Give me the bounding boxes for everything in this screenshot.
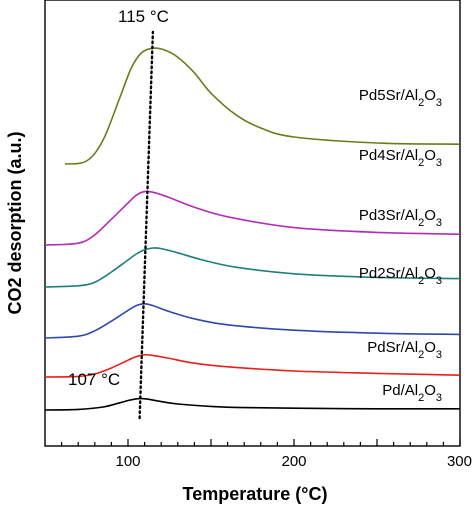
curves-group — [44, 47, 461, 411]
plot-frame — [44, 0, 461, 447]
x-tick-label: 100 — [115, 453, 140, 470]
annotation-107: 107 °C — [68, 370, 120, 389]
annotation-115: 115 °C — [118, 7, 169, 26]
curve-pd4sr-al2o3 — [44, 190, 461, 246]
curve-pd-al2o3 — [44, 397, 461, 411]
x-tick-label: 200 — [281, 453, 306, 470]
series-labels-group: Pd/Al2O3 PdSr/Al2O3 Pd2Sr/Al2O3 Pd3Sr/Al2O3… — [359, 87, 442, 404]
label-pd5sr-al2o3: Pd5Sr/Al2O3 — [359, 87, 442, 109]
curve-pd3sr-al2o3 — [44, 247, 461, 288]
label-pd4sr-al2o3: Pd4Sr/Al2O3 — [359, 147, 442, 169]
peak-dotted-line — [138, 30, 155, 420]
x-axis-title: Temperature (°C) — [183, 484, 328, 504]
curve-pd5sr-al2o3 — [64, 47, 461, 165]
curve-pdsr-al2o3 — [44, 353, 461, 378]
x-tick-label: 300 — [447, 453, 472, 470]
label-pd3sr-al2o3: Pd3Sr/Al2O3 — [359, 207, 442, 229]
label-pd-al2o3: Pd/Al2O3 — [382, 382, 442, 404]
label-pdsr-al2o3: PdSr/Al2O3 — [367, 339, 442, 361]
curve-pd2sr-al2o3 — [44, 302, 461, 339]
x-ticks-group: 100 200 300 — [60, 439, 472, 470]
y-axis-title: CO2 desorption (a.u.) — [5, 131, 25, 314]
label-pd2sr-al2o3: Pd2Sr/Al2O3 — [359, 265, 442, 287]
